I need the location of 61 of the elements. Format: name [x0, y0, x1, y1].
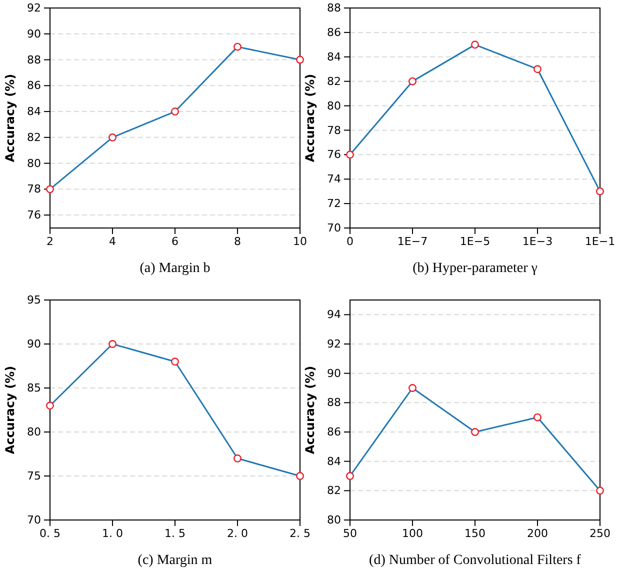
y-tick-label: 82 — [327, 484, 341, 498]
y-tick-label: 86 — [327, 26, 341, 39]
y-tick-label: 82 — [27, 130, 41, 144]
y-tick-label: 78 — [27, 182, 41, 196]
x-tick-label: 4 — [109, 234, 116, 248]
y-tick-label: 88 — [27, 53, 41, 66]
x-tick-label: 2 — [46, 234, 54, 248]
y-axis-title: Accuracy (%) — [303, 366, 317, 454]
y-tick-label: 86 — [327, 426, 341, 439]
y-tick-label: 92 — [327, 338, 341, 351]
y-tick-label: 95 — [27, 294, 41, 307]
x-tick-label: 1E−5 — [460, 234, 490, 248]
y-tick-label: 92 — [27, 2, 41, 15]
y-tick-label: 84 — [327, 454, 341, 468]
y-tick-label: 72 — [327, 197, 341, 210]
y-tick-label: 90 — [327, 366, 341, 380]
y-tick-label: 80 — [327, 514, 341, 527]
x-tick-label: 1E−1 — [584, 234, 616, 248]
x-axis-title: (b) Hyper-parameter γ — [412, 261, 538, 276]
x-tick-label: 1E−7 — [397, 234, 428, 248]
y-tick-label: 76 — [327, 148, 341, 162]
y-tick-label: 78 — [327, 124, 341, 137]
x-tick-label: 200 — [527, 526, 548, 540]
x-tick-label: 100 — [402, 526, 423, 540]
x-axis-title: (c) Margin m — [138, 553, 212, 568]
x-tick-label: 1. 0 — [102, 526, 123, 540]
x-tick-label: 2. 5 — [290, 526, 310, 540]
y-tick-label: 90 — [27, 338, 41, 351]
y-tick-label: 88 — [327, 396, 341, 410]
y-tick-label: 80 — [327, 99, 341, 112]
y-tick-label: 85 — [27, 382, 41, 395]
x-tick-label: 150 — [464, 526, 486, 540]
x-tick-label: 0 — [346, 234, 354, 248]
y-axis-title: Accuracy (%) — [3, 366, 17, 454]
y-tick-label: 86 — [27, 79, 41, 92]
y-tick-label: 84 — [27, 105, 41, 118]
y-tick-label: 70 — [327, 222, 341, 235]
x-axis-title: (d) Number of Convolutional Filters f — [369, 553, 582, 568]
x-tick-label: 2. 0 — [227, 526, 248, 540]
x-tick-label: 1E−3 — [522, 234, 553, 248]
y-axis-title: Accuracy (%) — [303, 74, 317, 162]
x-tick-label: 1. 5 — [164, 526, 186, 540]
y-tick-label: 76 — [27, 208, 41, 222]
y-tick-label: 80 — [27, 426, 41, 439]
y-tick-label: 94 — [327, 308, 341, 322]
y-tick-label: 90 — [27, 27, 41, 40]
y-tick-label: 74 — [327, 172, 341, 186]
x-tick-label: 250 — [590, 526, 610, 540]
y-tick-label: 82 — [327, 74, 341, 88]
x-tick-label: 50 — [343, 526, 357, 540]
y-tick-label: 75 — [27, 470, 41, 483]
y-tick-label: 88 — [327, 2, 341, 15]
y-tick-label: 80 — [27, 156, 41, 170]
y-axis-title: Accuracy (%) — [3, 74, 17, 162]
x-tick-label: 10 — [293, 234, 307, 248]
x-tick-label: 8 — [234, 234, 241, 248]
y-tick-label: 84 — [327, 50, 341, 64]
x-axis-title: (a) Margin b — [140, 261, 210, 276]
x-tick-label: 0. 5 — [40, 526, 60, 540]
x-tick-label: 6 — [172, 234, 178, 248]
y-tick-label: 70 — [27, 514, 41, 527]
